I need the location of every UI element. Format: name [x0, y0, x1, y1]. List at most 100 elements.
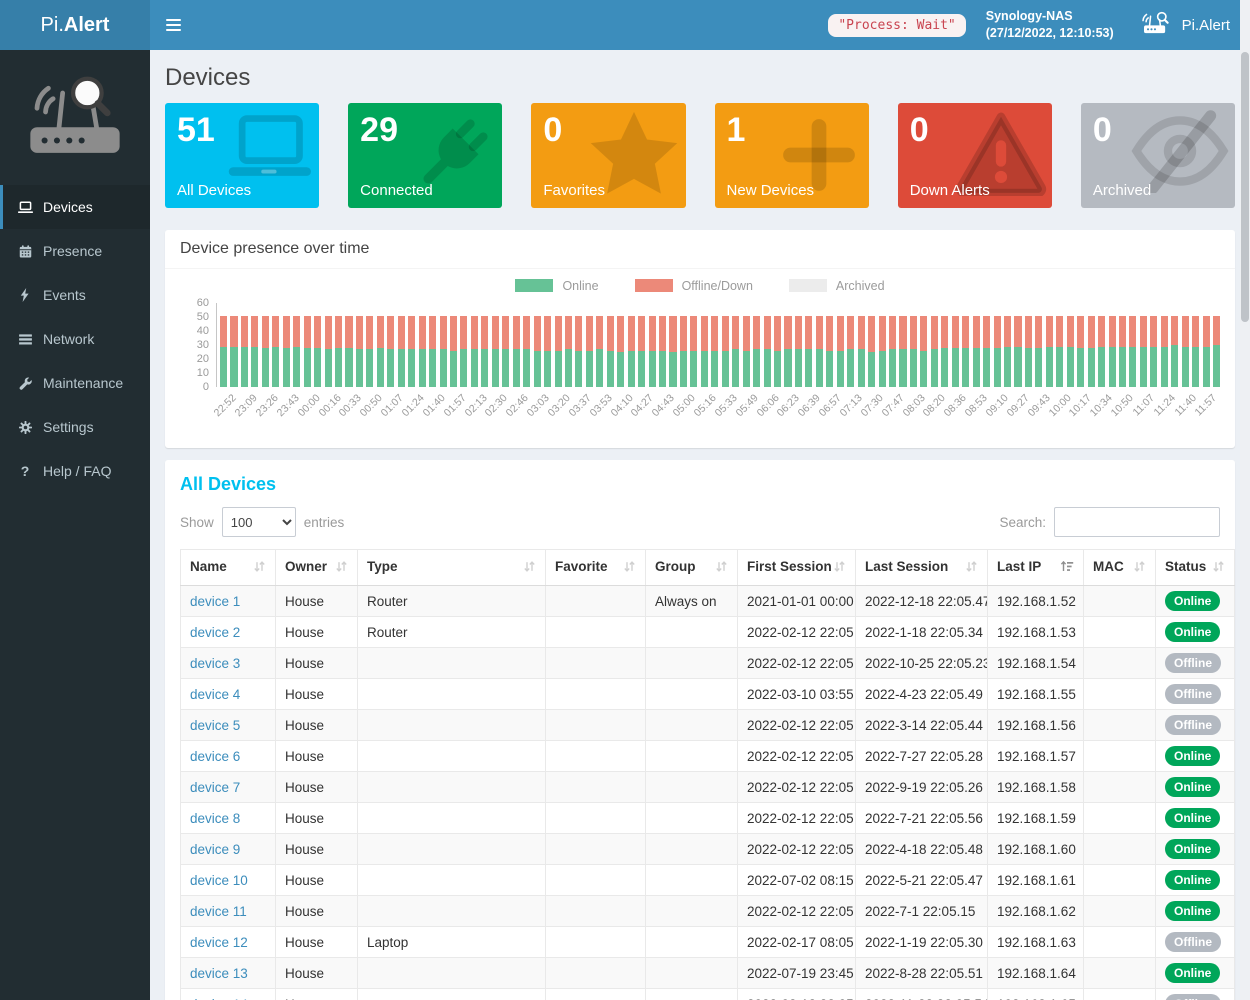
sidebar-item-help[interactable]: ? Help / FAQ	[0, 449, 150, 493]
chart-bar	[554, 315, 562, 388]
device-link[interactable]: device 9	[190, 841, 241, 857]
sidebar-item-settings[interactable]: Settings	[0, 405, 150, 449]
cell-type	[357, 678, 546, 711]
cell-first_session: 2022-02-12 22:05	[737, 895, 856, 928]
column-header-name[interactable]: Name	[180, 549, 276, 587]
chart-bar	[1139, 315, 1147, 388]
card-all-devices[interactable]: 51 All Devices	[165, 103, 320, 209]
device-link[interactable]: device 3	[190, 655, 241, 671]
device-link[interactable]: device 4	[190, 686, 241, 702]
vertical-scrollbar[interactable]	[1240, 0, 1250, 1000]
sidebar-item-network[interactable]: Network	[0, 317, 150, 361]
column-header-last-session[interactable]: Last Session	[855, 549, 988, 587]
legend-item[interactable]: Offline/Down	[634, 279, 753, 293]
device-link[interactable]: device 14	[190, 997, 248, 1000]
chart-bar	[355, 315, 363, 388]
wrench-icon	[17, 376, 33, 390]
cell-owner: House	[275, 771, 358, 804]
table-row: device 2 House Router 2022-02-12 22:05 2022-…	[180, 616, 1235, 649]
cell-first_session: 2022-02-12 22:05	[737, 988, 856, 1000]
device-link[interactable]: device 8	[190, 810, 241, 826]
device-link[interactable]: device 12	[190, 934, 248, 950]
column-header-status[interactable]: Status	[1155, 549, 1235, 587]
column-header-label: Type	[367, 559, 398, 575]
chart-bar	[711, 315, 719, 388]
sidebar-toggle-button[interactable]	[150, 0, 196, 50]
all-devices-panel: All Devices Show 100 entries Search: Nam…	[165, 460, 1235, 1000]
device-link[interactable]: device 5	[190, 717, 241, 733]
legend-item[interactable]: Online	[515, 279, 599, 293]
column-header-mac[interactable]: MAC	[1083, 549, 1156, 587]
cell-status: Offline	[1155, 988, 1235, 1000]
cell-status: Online	[1155, 895, 1235, 928]
cell-owner: House	[275, 802, 358, 835]
sort-icon	[523, 560, 536, 576]
cell-mac	[1083, 864, 1156, 897]
column-header-type[interactable]: Type	[357, 549, 546, 587]
x-tick-label: 22:52	[211, 392, 239, 420]
device-link[interactable]: device 6	[190, 748, 241, 764]
scrollbar-thumb[interactable]	[1241, 52, 1249, 322]
card-new-devices[interactable]: 1 New Devices	[714, 103, 869, 209]
card-archived[interactable]: 0 Archived	[1080, 103, 1236, 209]
cell-type	[357, 833, 546, 866]
y-tick-label: 30	[196, 339, 209, 352]
cell-last_session: 2022-7-27 22:05.28	[855, 740, 988, 773]
sidebar-item-maintenance[interactable]: Maintenance	[0, 361, 150, 405]
sort-icon	[623, 560, 636, 576]
sidebar-item-label: Events	[43, 287, 86, 303]
status-badge: Online	[1165, 622, 1221, 643]
status-badge: Offline	[1165, 932, 1221, 953]
column-header-last-ip[interactable]: Last IP	[987, 549, 1084, 587]
device-link[interactable]: device 7	[190, 779, 241, 795]
cell-favorite	[545, 616, 646, 649]
card-value: 51	[177, 111, 215, 150]
chart-bar	[314, 315, 322, 388]
sort-icon	[1133, 560, 1146, 576]
column-header-first-session[interactable]: First Session	[737, 549, 856, 587]
chart-bar	[920, 315, 928, 388]
card-connected[interactable]: 29 Connected	[348, 103, 503, 209]
navbar-brand[interactable]: Pi.Alert	[1140, 11, 1230, 40]
cell-mac	[1083, 709, 1156, 742]
app-logo[interactable]: Pi.Alert	[0, 0, 150, 50]
status-badge: Online	[1165, 808, 1221, 829]
card-label: All Devices	[177, 182, 252, 200]
sidebar-item-devices[interactable]: Devices	[0, 185, 150, 229]
table-row: device 8 House 2022-02-12 22:05 2022-7-21 2…	[180, 802, 1235, 835]
chart-bar	[449, 315, 458, 388]
cell-status: Online	[1155, 864, 1235, 897]
device-link[interactable]: device 13	[190, 965, 248, 981]
column-header-group[interactable]: Group	[645, 549, 738, 587]
legend-item[interactable]: Archived	[788, 279, 885, 293]
cell-status: Online	[1155, 957, 1235, 990]
presence-chart: Online Offline/Down Archived 0 10 20 30 40 50 60…	[165, 269, 1235, 448]
chart-bar	[826, 315, 834, 388]
device-link[interactable]: device 1	[190, 593, 241, 609]
chart-bar	[606, 315, 614, 388]
cell-group	[645, 833, 738, 866]
search-input[interactable]	[1054, 507, 1220, 538]
sidebar-item-events[interactable]: Events	[0, 273, 150, 317]
device-link[interactable]: device 2	[190, 624, 241, 640]
cell-first_session: 2022-02-17 08:05	[737, 926, 856, 959]
page-length-select[interactable]: 100	[221, 507, 296, 538]
chart-bar	[230, 315, 238, 388]
chart-bar	[408, 315, 416, 388]
page-title: Devices	[165, 64, 251, 91]
card-favorites[interactable]: 0 Favorites	[531, 103, 686, 209]
cell-owner: House	[275, 957, 358, 990]
pialert-router-icon	[1140, 11, 1173, 40]
devices-table-head-row: Name Owner Type Favorite Group First Session L…	[180, 549, 1235, 587]
card-down-alerts[interactable]: 0 Down Alerts	[897, 103, 1052, 209]
chart-bar	[1160, 315, 1168, 388]
device-link[interactable]: device 11	[190, 903, 247, 919]
column-header-favorite[interactable]: Favorite	[545, 549, 646, 587]
cell-last_session: 2022-7-1 22:05.15	[855, 895, 988, 928]
laptop-icon	[228, 115, 312, 177]
cell-type	[357, 709, 546, 742]
column-header-owner[interactable]: Owner	[275, 549, 358, 587]
sidebar-item-presence[interactable]: Presence	[0, 229, 150, 273]
cell-first_session: 2022-03-10 03:55	[737, 678, 856, 711]
device-link[interactable]: device 10	[190, 872, 248, 888]
